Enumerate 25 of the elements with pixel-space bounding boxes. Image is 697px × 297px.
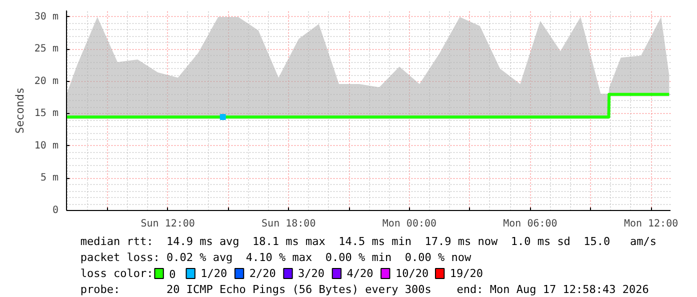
legend-label: 19/20 xyxy=(450,267,483,280)
text: end: Mon Aug 17 12:58:43 2026 xyxy=(456,283,649,296)
x-tick-label: Mon 12:00 xyxy=(624,218,678,230)
x-tick-label: Sun 18:00 xyxy=(262,218,316,230)
y-axis-title: Seconds xyxy=(13,87,26,134)
legend-label: 2/20 xyxy=(249,267,276,280)
legend-label: 3/20 xyxy=(298,267,325,280)
x-tick-label: Mon 00:00 xyxy=(382,218,437,230)
text: median rtt: 14.9 ms avg 18.1 ms max 14.5 ms min 17.9 ms now 1.0 ms sd 15.0 am/s xyxy=(80,235,657,248)
y-tick-label: 10 m xyxy=(34,140,59,152)
y-tick-label: 25 m xyxy=(34,44,59,55)
x-tick-label: Sun 12:00 xyxy=(140,218,195,230)
text: probe: 20 ICMP Echo Pings (56 Bytes) every 300s xyxy=(80,283,432,296)
x-tick-label: Mon 06:00 xyxy=(503,218,558,230)
legend-label: 4/20 xyxy=(346,267,374,280)
y-tick-label: 20 m xyxy=(34,76,59,87)
legend-title: loss color: xyxy=(80,267,154,280)
y-tick-label: 30 m xyxy=(34,11,59,22)
y-tick-label: 5 m xyxy=(40,172,58,184)
legend-label: 0 xyxy=(169,268,176,281)
y-tick-label: 15 m xyxy=(34,108,59,120)
text: packet loss: 0.02 % avg 4.10 % max 0.00 % min 0.00 % now xyxy=(80,251,472,264)
legend-label: 1/20 xyxy=(200,267,228,280)
legend-label: 10/20 xyxy=(395,267,429,280)
y-tick-label: 0 xyxy=(52,205,59,216)
